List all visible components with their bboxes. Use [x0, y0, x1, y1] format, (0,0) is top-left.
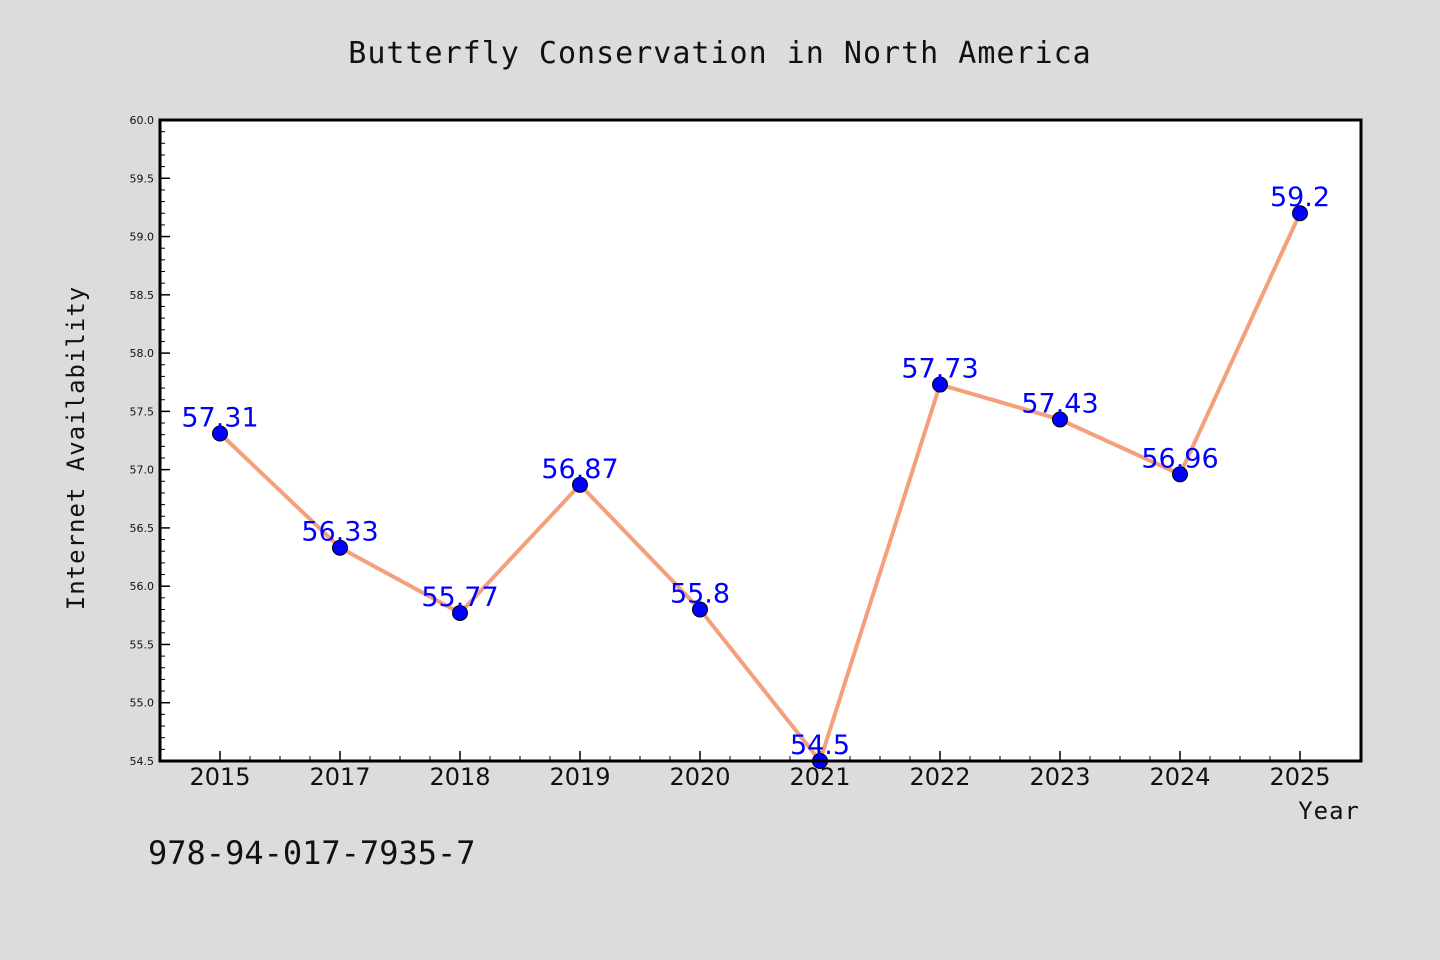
x-tick-label: 2019 [549, 763, 610, 791]
series-line-layer [212, 205, 1308, 769]
x-tick-label: 2017 [309, 763, 370, 791]
y-tick-label: 55.0 [130, 697, 155, 710]
data-label: 56.33 [301, 517, 378, 548]
y-tick-label: 57.5 [130, 405, 155, 418]
x-axis-label: Year [1298, 797, 1360, 825]
data-label: 56.87 [541, 454, 618, 485]
x-tick-label: 2015 [189, 763, 250, 791]
y-tick-label: 60.0 [130, 114, 155, 127]
data-point-marker [452, 604, 468, 621]
y-tick-label: 58.5 [130, 289, 155, 302]
data-label: 57.31 [181, 403, 258, 434]
y-tick-label: 59.0 [130, 231, 155, 244]
data-label: 59.2 [1270, 182, 1330, 213]
y-axis-label: Internet Availability [62, 286, 90, 610]
x-tick-label: 2022 [909, 763, 970, 791]
data-label: 54.5 [790, 730, 850, 761]
y-tick-label: 55.5 [130, 638, 155, 651]
plot-frame [158, 118, 1363, 763]
y-tick-label: 57.0 [130, 464, 155, 477]
x-tick-label: 2018 [429, 763, 490, 791]
y-tick-label: 54.5 [130, 755, 155, 768]
data-label: 57.73 [901, 354, 978, 385]
x-tick-label: 2023 [1029, 763, 1090, 791]
y-tick-label: 58.0 [130, 347, 155, 360]
x-tick-label: 2020 [669, 763, 730, 791]
plot-background [160, 120, 1361, 761]
data-point-marker [1052, 411, 1068, 428]
data-point-marker [692, 601, 708, 618]
chart-title: Butterfly Conservation in North America [348, 36, 1091, 71]
annotation-text: 978-94-017-7935-7 [148, 834, 476, 872]
data-point-marker [1292, 205, 1308, 222]
data-label: 55.77 [421, 582, 498, 613]
data-label: 55.8 [670, 578, 730, 609]
x-tick-label: 2024 [1149, 763, 1210, 791]
axis-ticks: 54.5 55.0 55.5 56.0 56.5 57.0 57.5 58.0 58.5 59.0… [130, 114, 1331, 791]
data-point-marker [932, 376, 948, 393]
data-point-marker [572, 476, 588, 493]
data-label: 56.96 [1141, 443, 1218, 474]
data-labels: 57.31 56.33 55.77 56.87 55.8 54.5 57.73 57.43 56… [181, 182, 1330, 761]
data-label: 57.43 [1021, 389, 1098, 420]
y-tick-label: 59.5 [130, 172, 155, 185]
data-point-marker [212, 425, 228, 442]
data-point-marker [332, 539, 348, 556]
y-tick-label: 56.5 [130, 522, 155, 535]
y-tick-label: 56.0 [130, 580, 155, 593]
series-line [218, 211, 1302, 763]
data-point-marker [1172, 466, 1188, 483]
x-tick-label: 2025 [1269, 763, 1330, 791]
